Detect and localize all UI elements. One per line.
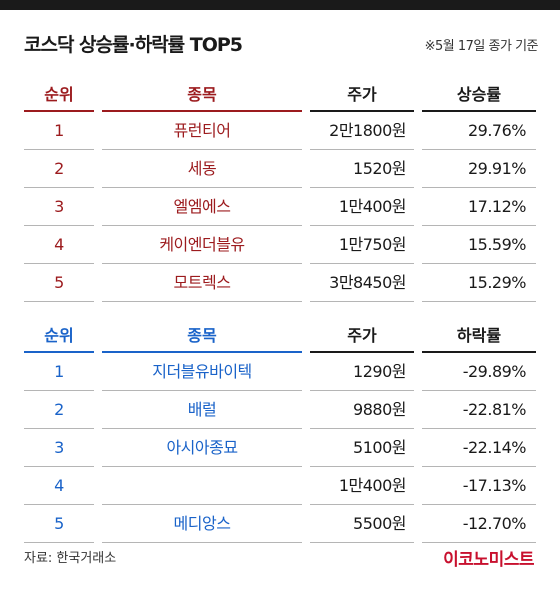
table-row: 2 배럴 9880원 -22.81% [24, 391, 536, 429]
stock-name-cell: 메디앙스 [173, 514, 231, 533]
header-underline [422, 351, 536, 353]
price-cell: 5500원 [353, 514, 406, 533]
top-bar [0, 0, 560, 10]
rank-header: 순위 [44, 85, 74, 104]
rank-cell: 2 [54, 159, 64, 178]
name-header: 종목 [187, 85, 217, 104]
rank-cell: 5 [54, 514, 64, 533]
stock-name-cell: 세동 [187, 159, 217, 178]
header-underline [310, 110, 414, 112]
fall-table: 순위 종목 주가 하락률 1 지더블유바이텍 1290원 -29.89% 2 배… [24, 321, 536, 543]
header-underline [24, 351, 94, 353]
table-row: 5 모트렉스 3만8450원 15.29% [24, 264, 536, 302]
rank-header: 순위 [44, 326, 74, 345]
rate-cell: 17.12% [467, 197, 527, 216]
date-note: ※5월 17일 종가 기준 [424, 39, 539, 54]
stock-name-cell: 퓨런티어 [173, 121, 231, 140]
stock-name-cell: 케이엔더블유 [159, 235, 245, 254]
rank-cell: 3 [54, 197, 64, 216]
source-note: 자료: 한국거래소 [24, 551, 117, 566]
price-cell: 1290원 [353, 362, 406, 381]
price-cell: 2만1800원 [329, 121, 406, 140]
price-header: 주가 [347, 326, 377, 345]
table-row: 3 엘엠에스 1만400원 17.12% [24, 188, 536, 226]
rate-cell: 29.76% [467, 121, 527, 140]
table-row: 5 메디앙스 5500원 -12.70% [24, 505, 536, 543]
stock-name-cell: 아시아종묘 [166, 438, 238, 457]
rank-cell: 5 [54, 273, 64, 292]
stock-name-cell: 엘엠에스 [173, 197, 231, 216]
stock-name-cell: 배럴 [187, 400, 217, 419]
rank-cell: 1 [54, 362, 64, 381]
rank-cell: 4 [54, 476, 64, 495]
rise-table-header: 순위 종목 주가 상승률 [24, 80, 536, 112]
fall-table-header: 순위 종목 주가 하락률 [24, 321, 536, 353]
header-underline [102, 110, 302, 112]
price-cell: 1520원 [353, 159, 406, 178]
rank-cell: 2 [54, 400, 64, 419]
header-underline [24, 110, 94, 112]
stock-name-cell [102, 467, 302, 504]
rate-header: 상승률 [456, 85, 502, 104]
brand-logo: 이코노미스트 [443, 550, 534, 570]
header-underline [310, 351, 414, 353]
table-row: 1 퓨런티어 2만1800원 29.76% [24, 112, 536, 150]
price-cell: 1만750원 [338, 235, 407, 254]
stock-name-cell: 모트렉스 [173, 273, 231, 292]
rate-cell: -12.70% [462, 514, 527, 533]
rank-cell: 4 [54, 235, 64, 254]
rank-cell: 3 [54, 438, 64, 457]
price-cell: 5100원 [353, 438, 406, 457]
rate-cell: 29.91% [467, 159, 527, 178]
rate-cell: -17.13% [462, 476, 527, 495]
price-header: 주가 [347, 85, 377, 104]
page-title: 코스닥 상승률·하락률 TOP5 [24, 34, 243, 56]
rate-cell: 15.59% [467, 235, 527, 254]
table-row: 2 세동 1520원 29.91% [24, 150, 536, 188]
price-cell: 3만8450원 [329, 273, 406, 292]
rate-cell: -22.81% [462, 400, 527, 419]
table-row: 3 아시아종묘 5100원 -22.14% [24, 429, 536, 467]
table-row: 1 지더블유바이텍 1290원 -29.89% [24, 353, 536, 391]
price-cell: 1만400원 [338, 197, 407, 216]
price-cell: 1만400원 [338, 476, 407, 495]
rise-table: 순위 종목 주가 상승률 1 퓨런티어 2만1800원 29.76% 2 세동 … [24, 80, 536, 302]
price-cell: 9880원 [353, 400, 406, 419]
rate-cell: -22.14% [462, 438, 527, 457]
rate-cell: 15.29% [467, 273, 527, 292]
rate-cell: -29.89% [462, 362, 527, 381]
table-row: 4 1만400원 -17.13% [24, 467, 536, 505]
table-row: 4 케이엔더블유 1만750원 15.59% [24, 226, 536, 264]
rank-cell: 1 [54, 121, 64, 140]
header-underline [102, 351, 302, 353]
header-underline [422, 110, 536, 112]
name-header: 종목 [187, 326, 217, 345]
stock-name-cell: 지더블유바이텍 [152, 362, 252, 381]
rate-header: 하락률 [456, 326, 502, 345]
